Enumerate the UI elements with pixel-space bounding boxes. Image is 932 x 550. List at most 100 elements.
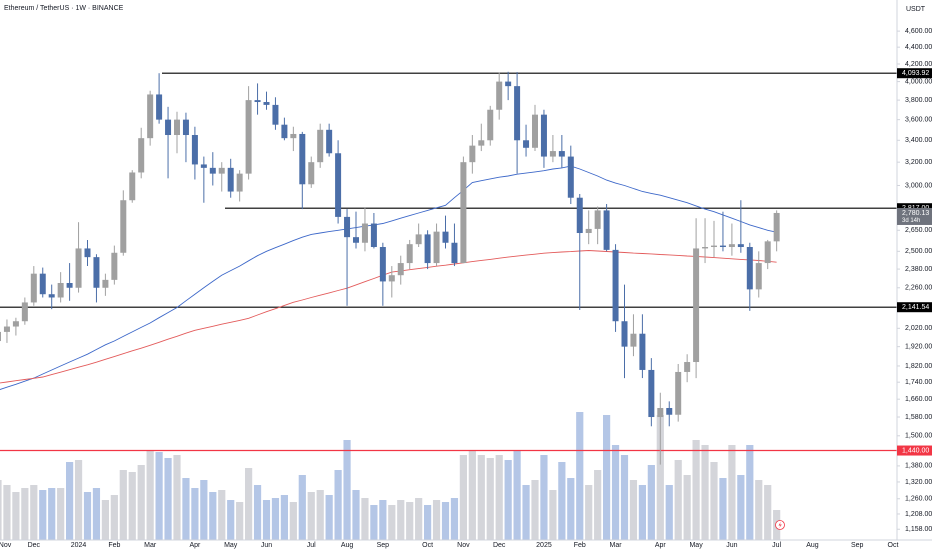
candle-body [549,151,556,157]
volume-bar [3,485,11,540]
x-tick-label: Jul [772,542,781,549]
volume-bar [182,478,190,540]
volume-bar [477,455,485,540]
candle-body [621,321,628,347]
volume-bar [379,500,387,540]
volume-bar [638,485,646,540]
volume-bar [289,502,297,540]
y-tick-label: 3,600.00 [905,116,932,123]
x-tick-label: Apr [655,542,667,549]
chart-title: Ethereum / TetherUS · 1W · BINANCE [4,5,124,12]
y-tick-label: 2,650.00 [905,227,932,234]
volume-bar [674,460,682,540]
volume-bar [450,498,459,540]
volume-bar [629,480,638,540]
candle-body [702,247,709,249]
candle-body [693,248,700,363]
candle-body [102,279,109,288]
candle-body [630,333,637,347]
candle-body [424,234,431,264]
candle-body [174,119,180,136]
y-tick-label: 1,320.00 [905,479,932,486]
candle-body [218,167,225,174]
candle-body [639,333,646,370]
y-tick-label: 2,380.00 [905,266,932,273]
candle-body [227,167,234,192]
candle-body [245,100,252,174]
candle-layer [0,71,780,465]
moving-average [0,250,777,384]
volume-bar [245,468,253,540]
y-tick-label: 4,400.00 [905,44,932,51]
volume-bar [280,495,288,540]
volume-bar [692,440,700,540]
candle-body [657,407,664,418]
volume-bar [12,492,20,540]
volume-bar [325,495,333,540]
axis-layer: 4,600.00 4,400.00 4,200.00 4,000.00 3,800.00… [0,28,932,549]
level-label-bg [897,68,932,79]
candle-body [48,294,55,298]
candle-body [442,231,449,243]
candle-body [156,94,163,120]
candle-body [0,331,1,342]
volume-bar [48,488,56,540]
volume-bar [30,485,38,540]
volume-bar [227,500,235,540]
candle-body [379,247,386,282]
volume-bar [683,475,691,540]
candle-body [317,129,324,163]
volume-bar [146,450,154,540]
candle-body [200,164,207,168]
volume-bar [415,498,423,540]
y-tick-label: 3,200.00 [905,159,932,166]
volume-bar [57,488,65,540]
volume-bar [665,485,673,540]
candle-body [755,263,762,290]
volume-bar [119,470,127,540]
candle-body [165,119,172,136]
price-axis-bg [897,0,932,550]
candle-body [326,129,333,154]
volume-bar [271,498,280,540]
candle-body [460,162,467,264]
volume-bar [701,445,709,540]
currency-label: USDT [906,6,926,13]
volume-bar [92,488,101,540]
candle-body [737,244,744,248]
volume-layer [0,412,781,540]
volume-bar [21,488,29,540]
candle-body [138,138,145,173]
volume-bar [558,462,566,540]
volume-bar [728,445,736,540]
volume-bar [236,502,244,540]
candle-body [12,321,19,327]
x-tick-label: Nov [457,542,470,549]
candle-body [272,104,279,125]
x-tick-label: Oct [888,542,899,549]
countdown-label: 3d 14h [902,218,920,224]
y-tick-label: 2,020.00 [905,325,932,332]
volume-bar [361,498,369,540]
last-price-label: 2,780.13 [902,210,929,217]
volume-bar [406,502,414,540]
volume-bar [549,490,557,540]
candle-body [532,114,538,148]
candle-body [129,172,136,201]
candle-body [335,153,342,217]
volume-bar [719,478,727,540]
candle-body [30,273,37,303]
x-tick-label: Sep [377,542,390,549]
candle-body [684,362,691,372]
x-tick-label: Feb [108,542,120,549]
candle-body [540,114,547,157]
y-tick-label: 3,400.00 [905,137,932,144]
level-label-bg [897,445,932,456]
y-tick-label: 1,740.00 [905,379,932,386]
y-tick-label: 2,500.00 [905,248,932,255]
level-label: 2,141.54 [902,304,929,311]
volume-bar [424,505,432,540]
candle-body [728,244,735,248]
volume-bar [316,490,324,540]
x-tick-label: 2025 [536,542,552,549]
